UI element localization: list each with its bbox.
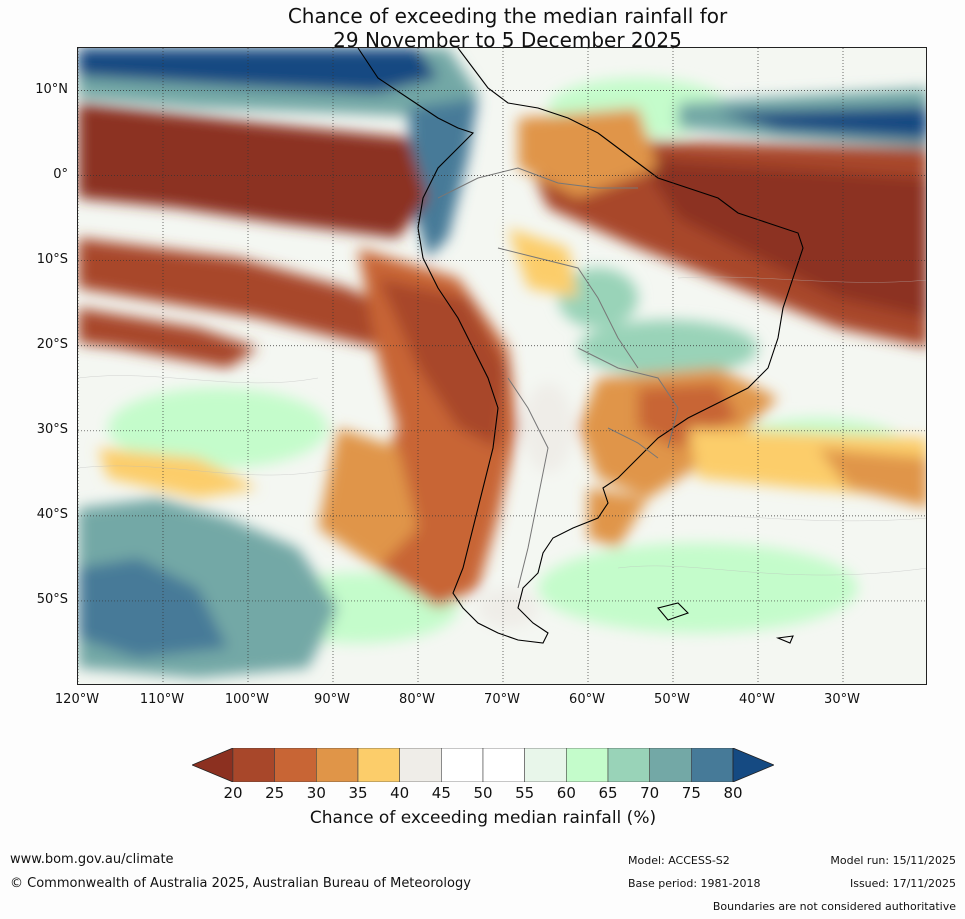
colorbar-segment	[441, 748, 484, 782]
latitude-tick-label: 20°S	[36, 336, 68, 352]
neutral-chile-patch	[523, 383, 573, 473]
latitude-tick-label: 50°S	[36, 591, 68, 607]
dry-south-pacific-fringe	[318, 428, 418, 568]
border-line	[507, 377, 549, 589]
colorbar-segment	[357, 748, 400, 782]
dry-pacific-band-2	[78, 238, 408, 348]
colorbar-tick-label: 75	[681, 784, 701, 802]
map-title: Chance of exceeding the median rainfall …	[0, 4, 965, 52]
dry-patagonia-atlantic	[588, 488, 648, 548]
border-line	[437, 167, 638, 199]
colorbar-title: Chance of exceeding median rainfall (%)	[309, 808, 657, 828]
longitude-tick-label: 80°W	[399, 692, 435, 707]
dry-southeast-pacific-core	[378, 278, 508, 448]
falkland-islands	[657, 602, 690, 621]
colorbar-tick-label: 55	[515, 784, 535, 802]
graticule	[78, 48, 926, 684]
colorbar-tick-label: 65	[598, 784, 618, 802]
dry-south-pacific-patch	[98, 448, 258, 498]
colorbar-segment	[566, 748, 609, 782]
latitude-tick-label: 40°S	[36, 506, 68, 522]
copyright: © Commonwealth of Australia 2025, Austra…	[10, 876, 471, 891]
contour-line	[78, 375, 319, 384]
longitude-tick-label: 60°W	[569, 692, 605, 707]
rainfall-map-svg	[78, 48, 926, 684]
wet-caribbean-core	[78, 48, 438, 93]
latitude-tick-label: 30°S	[36, 421, 68, 437]
wet-atlantic-core	[718, 106, 926, 140]
border-line	[607, 427, 659, 459]
colorbar	[192, 748, 774, 782]
rainfall-map	[77, 47, 927, 685]
colorbar-segment	[316, 748, 359, 782]
contour-line	[78, 465, 339, 476]
colorbar-tick-label: 70	[640, 784, 660, 802]
colorbar-segment	[691, 748, 734, 782]
contour-line	[677, 276, 926, 283]
dry-equatorial-pacific	[78, 103, 428, 238]
latitude-tick-label: 0°	[53, 166, 68, 182]
colorbar-segment	[649, 748, 692, 782]
issued-date: Issued: 17/11/2025	[849, 877, 956, 890]
south-america-coast	[357, 48, 804, 644]
longitude-tick-label: 90°W	[314, 692, 350, 707]
colorbar-segment	[524, 748, 567, 782]
south-georgia	[775, 635, 794, 644]
model-run: Model run: 15/11/2025	[830, 854, 956, 867]
base-period: Base period: 1981-2018	[628, 877, 761, 890]
dry-pacific-band-3	[78, 308, 258, 368]
colorbar-tick-label: 80	[723, 784, 743, 802]
latitude-tick-label: 10°N	[35, 81, 68, 97]
longitude-tick-label: 30°W	[824, 692, 860, 707]
colorbar-arrow-high	[732, 748, 774, 782]
colorbar-tick-label: 45	[431, 784, 451, 802]
moist-patch-south-atlantic	[538, 543, 858, 633]
dry-northeast-brazil-core	[638, 158, 926, 318]
boundaries-disclaimer: Boundaries are not considered authoritat…	[712, 900, 956, 913]
longitude-tick-label: 110°W	[139, 692, 185, 707]
map-title-line1: Chance of exceeding the median rainfall …	[287, 4, 728, 28]
model-name: Model: ACCESS-S2	[628, 854, 730, 867]
longitude-tick-label: 70°W	[484, 692, 520, 707]
colorbar-tick-label: 20	[223, 784, 243, 802]
colorbar-tick-label: 35	[348, 784, 368, 802]
colorbar-tick-label: 60	[556, 784, 576, 802]
latitude-tick-label: 10°S	[36, 251, 68, 267]
colorbar-tick-label: 40	[390, 784, 410, 802]
contour-line	[617, 565, 926, 576]
colorbar-segment	[399, 748, 442, 782]
longitude-tick-label: 50°W	[654, 692, 690, 707]
colorbar-segment	[482, 748, 525, 782]
colorbar-arrow-low	[192, 748, 234, 782]
colorbar-tick-label: 25	[265, 784, 285, 802]
coastlines	[357, 48, 804, 644]
colorbar-tick-label: 30	[306, 784, 326, 802]
longitude-tick-label: 120°W	[54, 692, 100, 707]
website-link[interactable]: www.bom.gov.au/climate	[10, 852, 174, 867]
longitude-tick-label: 100°W	[224, 692, 270, 707]
anomaly-fields	[78, 48, 926, 678]
wet-colombia-coast	[408, 98, 478, 258]
wet-southwest-pacific-core	[78, 558, 228, 658]
dry-south-brazil-core	[638, 383, 738, 448]
dry-peru-patch	[508, 228, 578, 298]
border-line	[577, 347, 679, 449]
dry-south-atlantic-core	[818, 448, 926, 508]
colorbar-tick-label: 50	[473, 784, 493, 802]
colorbar-segment	[232, 748, 275, 782]
longitude-tick-label: 40°W	[739, 692, 775, 707]
colorbar-segment	[274, 748, 317, 782]
colorbar-segment	[607, 748, 650, 782]
neutral-patagonia-patch	[478, 588, 538, 628]
moist-central-brazil	[578, 320, 758, 376]
